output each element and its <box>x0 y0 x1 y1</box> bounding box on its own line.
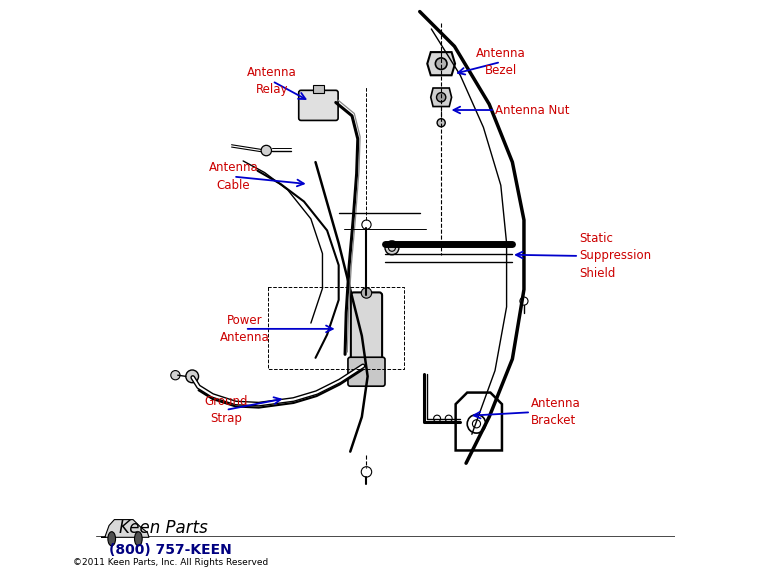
Text: Shield: Shield <box>579 267 615 280</box>
FancyBboxPatch shape <box>348 357 385 386</box>
Text: Cable: Cable <box>216 179 250 192</box>
Circle shape <box>385 241 399 255</box>
Text: (800) 757-KEEN: (800) 757-KEEN <box>109 543 232 557</box>
Polygon shape <box>427 52 455 75</box>
Text: Strap: Strap <box>210 412 242 425</box>
Circle shape <box>437 119 445 127</box>
Polygon shape <box>430 88 451 107</box>
Bar <box>313 85 323 93</box>
FancyBboxPatch shape <box>299 90 338 120</box>
Circle shape <box>261 145 272 156</box>
Circle shape <box>186 370 199 383</box>
Circle shape <box>361 288 372 298</box>
Text: Suppression: Suppression <box>579 250 651 262</box>
FancyBboxPatch shape <box>351 292 382 365</box>
Text: Keen Parts: Keen Parts <box>119 519 208 537</box>
Text: Antenna Nut: Antenna Nut <box>495 104 570 116</box>
Text: ©2011 Keen Parts, Inc. All Rights Reserved: ©2011 Keen Parts, Inc. All Rights Reserv… <box>73 558 269 567</box>
Text: Ground: Ground <box>204 395 247 408</box>
Circle shape <box>437 93 446 102</box>
Text: Antenna: Antenna <box>531 397 581 410</box>
Text: Antenna: Antenna <box>476 47 526 60</box>
Text: Bezel: Bezel <box>484 64 517 77</box>
Text: Antenna: Antenna <box>247 66 297 79</box>
Text: Relay: Relay <box>256 83 288 96</box>
Text: Antenna: Antenna <box>209 162 258 174</box>
Text: Power: Power <box>227 314 263 327</box>
Text: Static: Static <box>579 232 613 245</box>
Text: Bracket: Bracket <box>531 415 576 427</box>
Circle shape <box>435 58 447 69</box>
Circle shape <box>171 371 180 380</box>
Text: Antenna: Antenna <box>220 331 270 344</box>
